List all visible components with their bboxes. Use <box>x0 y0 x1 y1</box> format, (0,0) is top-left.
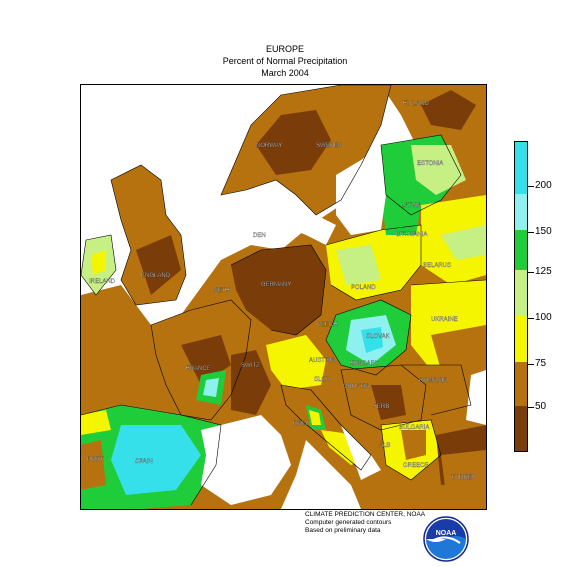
label-belarus: BELARUS <box>423 263 451 269</box>
label-germany: GERMANY <box>261 282 291 288</box>
legend-swatch-50-75 <box>515 362 527 406</box>
legend-swatch-below-50 <box>515 406 527 451</box>
legend-swatch-125-150 <box>515 230 527 270</box>
label-ukraine: UKRAINE <box>431 317 458 323</box>
label-finland: FINLAND <box>403 101 429 107</box>
label-estonia: ESTONIA <box>417 161 443 167</box>
label-poland: POLAND <box>351 285 376 291</box>
legend-tick-75 <box>528 364 534 365</box>
land-layer <box>81 85 486 509</box>
label-england: ENGLAND <box>141 273 171 279</box>
legend-label-50: 50 <box>535 401 547 412</box>
precipitation-map: FINLAND NORWAY SWEDEN ESTONIA LATVIA LIT… <box>80 84 487 510</box>
color-legend <box>514 141 528 452</box>
label-greece: GREECE <box>403 463 428 469</box>
label-czech: CZECH <box>317 322 338 328</box>
noaa-logo: NOAA <box>423 516 469 562</box>
label-france: FRANCE <box>186 366 211 372</box>
label-switz: SWITZ <box>241 363 260 369</box>
label-neth: NETH <box>213 288 229 294</box>
credit-line-3: Based on preliminary data <box>305 527 381 534</box>
legend-label-75: 75 <box>535 358 547 369</box>
label-den: DEN <box>253 233 266 239</box>
label-italy: ITALY <box>293 421 309 427</box>
label-serb: SERB <box>373 404 389 410</box>
legend-tick-125 <box>528 272 534 273</box>
legend-label-100: 100 <box>535 312 552 323</box>
label-lithuania: LITHUANIA <box>396 232 427 238</box>
sea-layer <box>81 85 486 509</box>
legend-swatch-75-100 <box>515 316 527 362</box>
label-port: PORT <box>87 457 104 463</box>
legend-tick-50 <box>528 407 534 408</box>
legend-swatch-150-200 <box>515 194 527 230</box>
label-hungary: HUNGARY <box>349 361 379 367</box>
label-turkey: TURKEY <box>451 475 475 481</box>
legend-swatch-200plus <box>515 142 527 194</box>
label-bulgaria: BULGARIA <box>399 425 429 431</box>
legend-label-125: 125 <box>535 266 552 277</box>
title-date: March 2004 <box>261 68 309 78</box>
label-croatia: CROATIA <box>343 384 369 390</box>
map-canvas: FINLAND NORWAY SWEDEN ESTONIA LATVIA LIT… <box>81 85 486 509</box>
title-subtitle: Percent of Normal Precipitation <box>222 56 348 66</box>
legend-tick-200 <box>528 186 534 187</box>
legend-label-200: 200 <box>535 180 552 191</box>
label-latvia: LATVIA <box>401 203 421 209</box>
legend-swatch-100-125 <box>515 270 527 316</box>
label-slovak: SLOVAK <box>366 334 390 340</box>
label-sweden: SWEDEN <box>316 143 342 149</box>
title-region: EUROPE <box>265 44 304 54</box>
label-slov: SLOV <box>314 377 330 383</box>
label-alb: ALB <box>379 443 390 449</box>
credit-line-2: Computer generated contours <box>305 519 392 526</box>
credit-line-1: CLIMATE PREDICTION CENTER, NOAA <box>305 511 426 518</box>
legend-tick-150 <box>528 232 534 233</box>
label-romania: ROMANIA <box>419 378 447 384</box>
country-labels: FINLAND NORWAY SWEDEN ESTONIA LATVIA LIT… <box>87 101 476 481</box>
noaa-logo-text: NOAA <box>436 530 457 537</box>
label-norway: NORWAY <box>256 143 282 149</box>
label-spain: SPAIN <box>135 459 153 465</box>
legend-label-150: 150 <box>535 226 552 237</box>
label-austria: AUSTRIA <box>309 358 335 364</box>
legend-tick-100 <box>528 318 534 319</box>
label-ireland: IRELAND <box>89 279 116 285</box>
country-borders <box>81 85 486 506</box>
